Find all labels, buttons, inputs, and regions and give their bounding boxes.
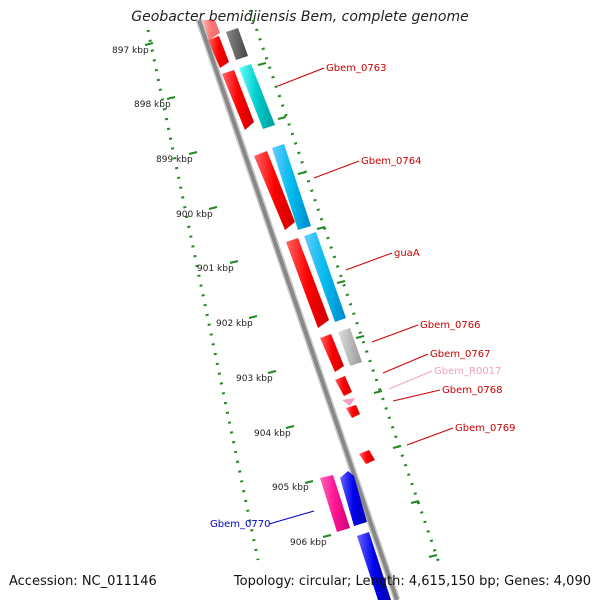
ruler-tick: [373, 390, 383, 394]
ruler-labels: 897 kbp 898 kbp 899 kbp 900 kbp 901 kbp …: [112, 46, 327, 548]
ruler: [144, 9, 442, 567]
gene-block-sky2: [304, 232, 346, 322]
genome-title: Geobacter bemidjiensis Bem, complete gen…: [131, 9, 469, 25]
gene-arrow-0764: [254, 151, 295, 230]
gene-block-pink: [320, 475, 350, 532]
ruler-label-897: 897 kbp: [112, 46, 149, 56]
ruler-tick: [285, 425, 295, 429]
ruler-tick: [257, 62, 267, 66]
ruler-label-904: 904 kbp: [254, 429, 291, 439]
gene-label-0767: Gbem_0767: [430, 349, 490, 360]
ruler-label-903: 903 kbp: [236, 374, 273, 384]
gene-block-grey: [338, 328, 362, 366]
ruler-label-906: 906 kbp: [290, 538, 327, 548]
rna-R0017: [342, 398, 355, 406]
ruler-tick: [297, 171, 307, 175]
ruler-tick: [208, 206, 218, 210]
ruler-label-901: 901 kbp: [197, 264, 234, 274]
gene-arrow-0767: [335, 376, 352, 396]
ruler-tick: [229, 260, 239, 264]
ruler-label-899: 899 kbp: [156, 155, 193, 165]
gene-label-0769: Gbem_0769: [455, 423, 515, 434]
ruler-tick: [277, 116, 287, 120]
gene-label-0764: Gbem_0764: [361, 156, 421, 167]
ruler-tick: [188, 151, 198, 155]
label-leaders: [268, 67, 454, 525]
ruler-tick: [316, 226, 326, 230]
gene-arrow-top-2: [208, 36, 229, 68]
ruler-tick: [355, 335, 365, 339]
gene-arrow-0770: [340, 471, 367, 526]
ruler-tick: [336, 280, 346, 284]
gene-features: [203, 20, 391, 600]
ruler-tick: [428, 554, 438, 558]
gene-label-R0017: Gbem_R0017: [434, 366, 501, 377]
gene-arrow-0766: [320, 334, 344, 372]
ruler-tick: [322, 534, 332, 538]
gene-block-dark: [226, 28, 248, 60]
ruler-tick: [392, 445, 402, 449]
gene-label-guaA: guaA: [394, 248, 420, 259]
ruler-tick: [267, 370, 277, 374]
ruler-tick: [166, 96, 176, 100]
genome-summary: Topology: circular; Length: 4,615,150 bp…: [233, 574, 591, 589]
gene-block-sky1: [272, 144, 311, 230]
ruler-label-905: 905 kbp: [272, 483, 309, 493]
backbone: [195, 18, 401, 600]
gene-label-0763: Gbem_0763: [326, 63, 386, 74]
gene-label-0770: Gbem_0770: [210, 519, 270, 530]
ruler-label-902: 902 kbp: [216, 319, 253, 329]
gene-arrow-0769: [359, 450, 375, 464]
gene-label-0768: Gbem_0768: [442, 385, 502, 396]
gene-labels: Gbem_0763 Gbem_0764 guaA Gbem_0766 Gbem_…: [210, 63, 515, 530]
ruler-tick: [144, 42, 154, 46]
gene-arrow-0763: [222, 70, 254, 130]
ruler-tick: [304, 480, 314, 484]
ruler-tick: [248, 315, 258, 319]
gene-label-0766: Gbem_0766: [420, 320, 480, 331]
gene-block-blue: [357, 532, 391, 600]
gene-arrow-0768: [346, 405, 360, 418]
ruler-label-900: 900 kbp: [176, 210, 213, 220]
accession-text: Accession: NC_011146: [9, 574, 157, 589]
gene-arrow-guaA: [286, 238, 329, 328]
gene-block-cyan: [239, 64, 275, 129]
gene-arrow-top-1: [203, 20, 220, 40]
ruler-tick: [410, 500, 420, 504]
ruler-label-898: 898 kbp: [134, 100, 171, 110]
